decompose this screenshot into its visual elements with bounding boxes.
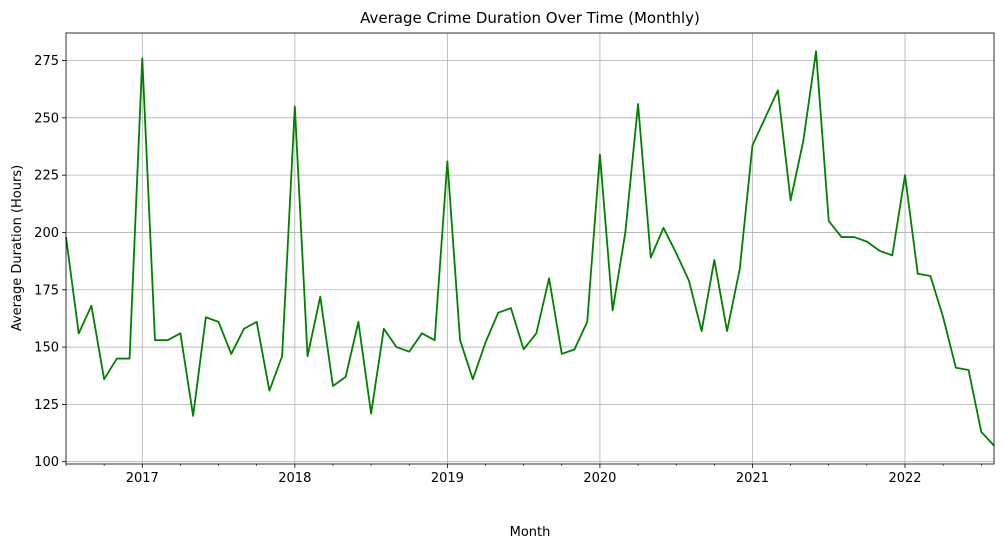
x-tick-label: 2019 [431, 471, 464, 486]
y-axis-label: Average Duration (Hours) [10, 165, 25, 331]
x-tick-label: 2018 [278, 471, 311, 486]
grid-lines [66, 33, 994, 464]
y-axis: 100 125 150 175 200 225 250 275 [34, 54, 66, 470]
chart-title: Average Crime Duration Over Time (Monthl… [360, 9, 700, 27]
y-tick-label: 275 [34, 54, 59, 69]
series-layer [65, 50, 995, 447]
y-tick-label: 175 [34, 283, 59, 298]
x-tick-label: 2022 [888, 471, 921, 486]
x-tick-label: 2020 [583, 471, 616, 486]
y-tick-label: 225 [34, 169, 59, 184]
x-axis: 2017 2018 2019 2020 2021 2022 [65, 464, 982, 486]
y-tick-label: 125 [34, 398, 59, 413]
y-tick-label: 150 [34, 341, 59, 356]
plot-frame [65, 32, 995, 465]
plot-area [66, 33, 994, 464]
x-axis-label: Month [510, 525, 551, 540]
series-line [65, 50, 995, 447]
y-tick-label: 200 [34, 226, 59, 241]
x-tick-label: 2017 [126, 471, 159, 486]
y-tick-label: 100 [34, 455, 59, 470]
y-tick-label: 250 [34, 111, 59, 126]
x-tick-label: 2021 [736, 471, 769, 486]
